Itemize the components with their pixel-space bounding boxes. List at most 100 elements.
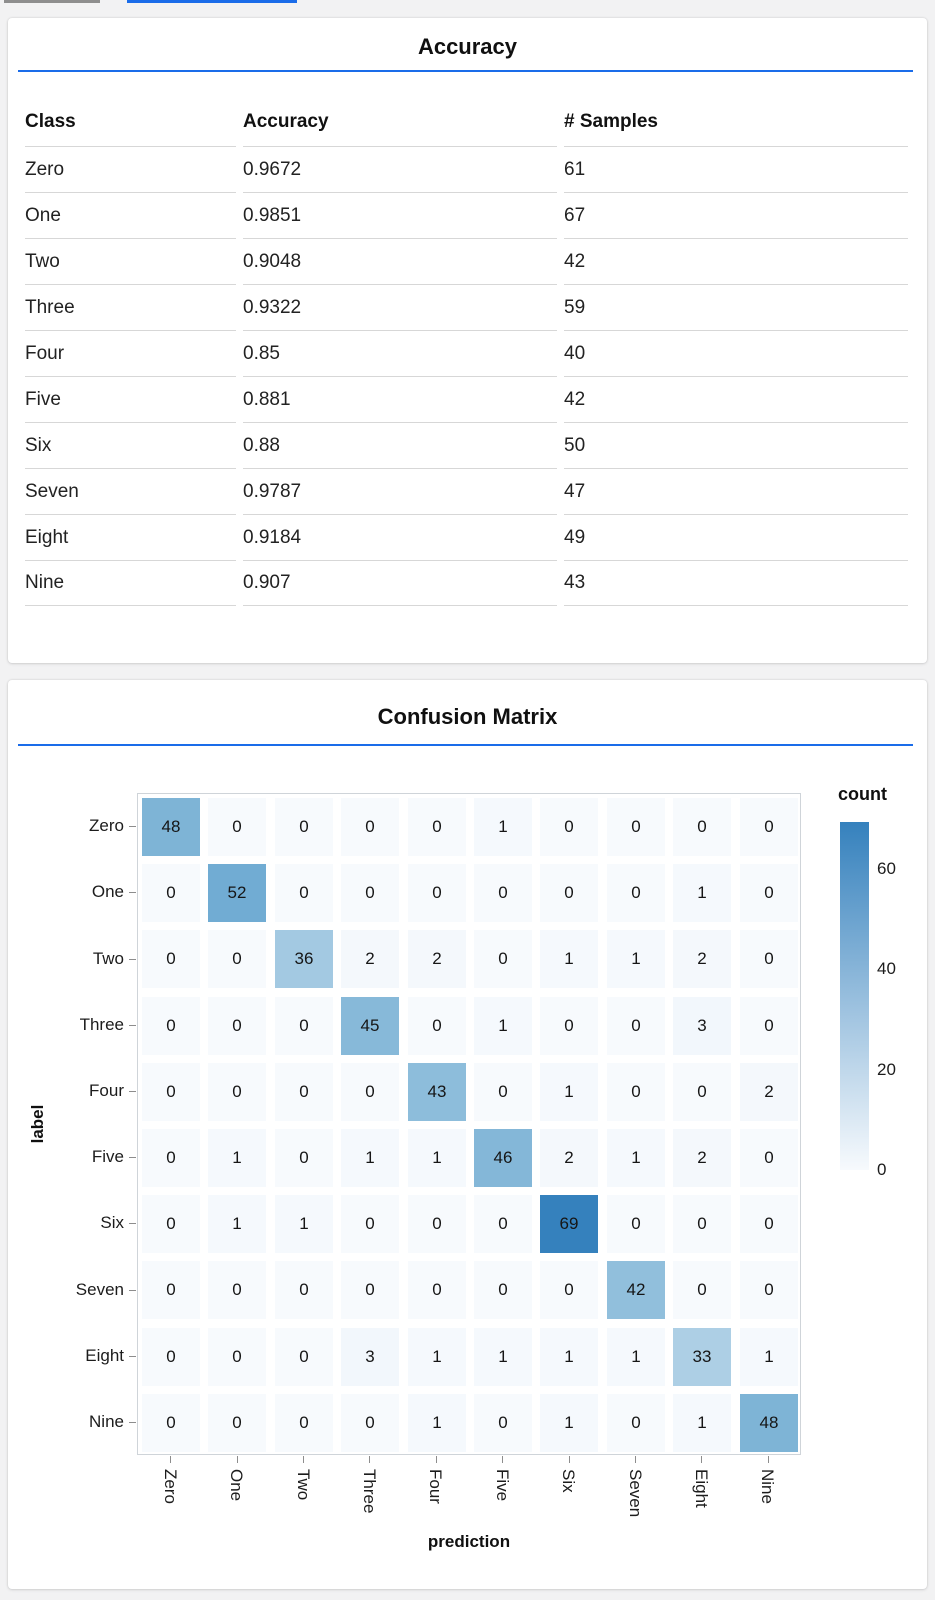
heatmap-cell: 0 <box>275 1328 333 1386</box>
y-axis-tick-label: Seven <box>75 1280 124 1299</box>
x-axis-tick <box>237 1456 238 1463</box>
table-row: Six 0.88 50 <box>25 422 908 468</box>
table-cell: 40 <box>564 330 908 376</box>
x-axis-tick-label: Eight <box>692 1469 711 1508</box>
table-cell: 0.85 <box>243 330 557 376</box>
legend-tick-label: 60 <box>877 859 896 878</box>
y-axis-tick <box>129 1223 136 1224</box>
heatmap-cell: 0 <box>341 1261 399 1319</box>
heatmap-cell: 0 <box>142 1328 200 1386</box>
x-axis-tick-label: Seven <box>626 1469 645 1518</box>
table-row: Seven 0.9787 47 <box>25 468 908 514</box>
table-cell: Nine <box>25 560 236 606</box>
top-indicator-blue <box>127 0 297 3</box>
heatmap-cell: 0 <box>275 1063 333 1121</box>
table-cell: Seven <box>25 468 236 514</box>
table-cell: 0.9851 <box>243 192 557 238</box>
heatmap-cell: 0 <box>208 1063 266 1121</box>
heatmap-cell: 0 <box>208 798 266 856</box>
heatmap-cell: 0 <box>540 798 598 856</box>
heatmap-cell: 0 <box>474 1195 532 1253</box>
heatmap-cell: 0 <box>740 1195 798 1253</box>
table-cell: 0.9048 <box>243 238 557 284</box>
heatmap-cell: 0 <box>408 1195 466 1253</box>
heatmap-cell: 36 <box>275 930 333 988</box>
heatmap-cell: 1 <box>540 930 598 988</box>
top-indicator-gray <box>4 0 100 3</box>
heatmap-cell: 1 <box>208 1195 266 1253</box>
table-cell: 0.88 <box>243 422 557 468</box>
heatmap-cell: 46 <box>474 1129 532 1187</box>
heatmap-cell: 2 <box>673 1129 731 1187</box>
accuracy-panel: Accuracy Class Accuracy # Samples Zero 0.96… <box>8 18 927 663</box>
y-axis-tick-label: Two <box>92 949 124 968</box>
heatmap-cell: 48 <box>740 1394 798 1452</box>
x-axis-title: prediction <box>427 1532 511 1551</box>
y-axis-tick <box>129 1025 136 1026</box>
x-axis-tick <box>303 1456 304 1463</box>
heatmap-cell: 2 <box>540 1129 598 1187</box>
heatmap-cell: 0 <box>607 1063 665 1121</box>
confusion-matrix-panel: Confusion Matrix 48 0 0 0 0 1 0 0 0 0 0 52 0 0 0 0 0 0 1 0 0… <box>8 680 927 1589</box>
table-cell: 0.9672 <box>243 146 557 192</box>
heatmap-cell: 2 <box>673 930 731 988</box>
heatmap-cell: 42 <box>607 1261 665 1319</box>
table-cell: 43 <box>564 560 908 606</box>
y-axis-tick-label: Nine <box>89 1412 124 1431</box>
heatmap-cell: 0 <box>607 798 665 856</box>
heatmap-cell: 0 <box>341 1394 399 1452</box>
confusion-matrix-panel-title: Confusion Matrix <box>377 704 558 729</box>
column-header: Class <box>25 111 76 132</box>
legend-gradient-bar <box>840 822 869 1170</box>
heatmap-cell: 43 <box>408 1063 466 1121</box>
y-axis-tick <box>129 892 136 893</box>
heatmap-cell: 1 <box>408 1328 466 1386</box>
x-axis-tick-label: Zero <box>161 1469 180 1504</box>
legend-tick-label: 20 <box>877 1060 896 1079</box>
y-axis-tick-label: Four <box>89 1081 124 1100</box>
heatmap-cell: 0 <box>208 930 266 988</box>
heatmap-cell: 0 <box>740 864 798 922</box>
heatmap-cell: 0 <box>208 1328 266 1386</box>
heatmap-cell: 0 <box>474 1063 532 1121</box>
heatmap-cell: 0 <box>142 864 200 922</box>
table-cell: 0.9322 <box>243 284 557 330</box>
table-row: Four 0.85 40 <box>25 330 908 376</box>
heatmap-cell: 0 <box>474 864 532 922</box>
table-cell: Six <box>25 422 236 468</box>
heatmap-cell: 0 <box>275 798 333 856</box>
heatmap-cell: 0 <box>607 1195 665 1253</box>
y-axis-tick-label: One <box>91 882 124 901</box>
title-underline <box>18 744 913 746</box>
heatmap-cell: 1 <box>408 1129 466 1187</box>
heatmap-cell: 1 <box>607 930 665 988</box>
heatmap-cell: 0 <box>540 997 598 1055</box>
table-cell: Two <box>25 238 236 284</box>
heatmap-cell: 0 <box>607 864 665 922</box>
heatmap-cell: 0 <box>341 1063 399 1121</box>
heatmap-cell: 1 <box>341 1129 399 1187</box>
heatmap-cell: 0 <box>275 1129 333 1187</box>
x-axis-tick <box>569 1456 570 1463</box>
heatmap-cell: 0 <box>208 997 266 1055</box>
heatmap-cell: 0 <box>673 1195 731 1253</box>
heatmap-cell: 33 <box>673 1328 731 1386</box>
heatmap-cell: 0 <box>341 864 399 922</box>
x-axis-tick-label: Five <box>493 1469 512 1502</box>
heatmap-cell: 1 <box>474 798 532 856</box>
heatmap-cell: 52 <box>208 864 266 922</box>
y-axis-tick <box>129 1356 136 1357</box>
heatmap-cell: 2 <box>408 930 466 988</box>
heatmap-cell: 0 <box>142 1129 200 1187</box>
heatmap-cell: 1 <box>540 1394 598 1452</box>
heatmap-cell: 0 <box>673 798 731 856</box>
x-axis-tick <box>170 1456 171 1463</box>
column-header: # Samples <box>564 111 658 132</box>
heatmap-cell: 1 <box>607 1328 665 1386</box>
table-row: Nine 0.907 43 <box>25 560 908 606</box>
heatmap-cell: 0 <box>408 997 466 1055</box>
x-axis-tick-label: Nine <box>758 1469 777 1504</box>
heatmap-cell: 0 <box>740 1129 798 1187</box>
confusion-matrix-chart: 48 0 0 0 0 1 0 0 0 0 0 52 0 0 0 0 0 0 1 0 0 0 36 2 2 0 1 1 2 0 0 0 0 45 0 1… <box>8 680 927 1589</box>
heatmap-cell: 0 <box>142 1261 200 1319</box>
